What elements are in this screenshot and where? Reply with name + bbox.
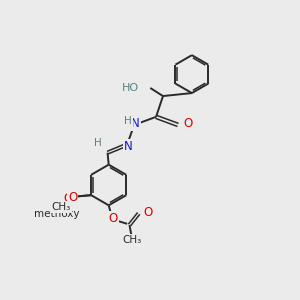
Text: O: O (184, 117, 193, 130)
Text: CH₃: CH₃ (51, 202, 71, 212)
Text: CH₃: CH₃ (122, 235, 141, 245)
Text: H: H (94, 138, 102, 148)
Text: N: N (124, 140, 133, 153)
Text: O: O (68, 191, 77, 204)
Text: methoxy: methoxy (34, 209, 80, 219)
Text: HO: HO (122, 83, 139, 93)
Text: N: N (131, 117, 140, 130)
Text: O: O (143, 206, 153, 219)
Text: O: O (109, 212, 118, 225)
Text: H: H (124, 116, 132, 127)
Text: O: O (64, 192, 73, 205)
